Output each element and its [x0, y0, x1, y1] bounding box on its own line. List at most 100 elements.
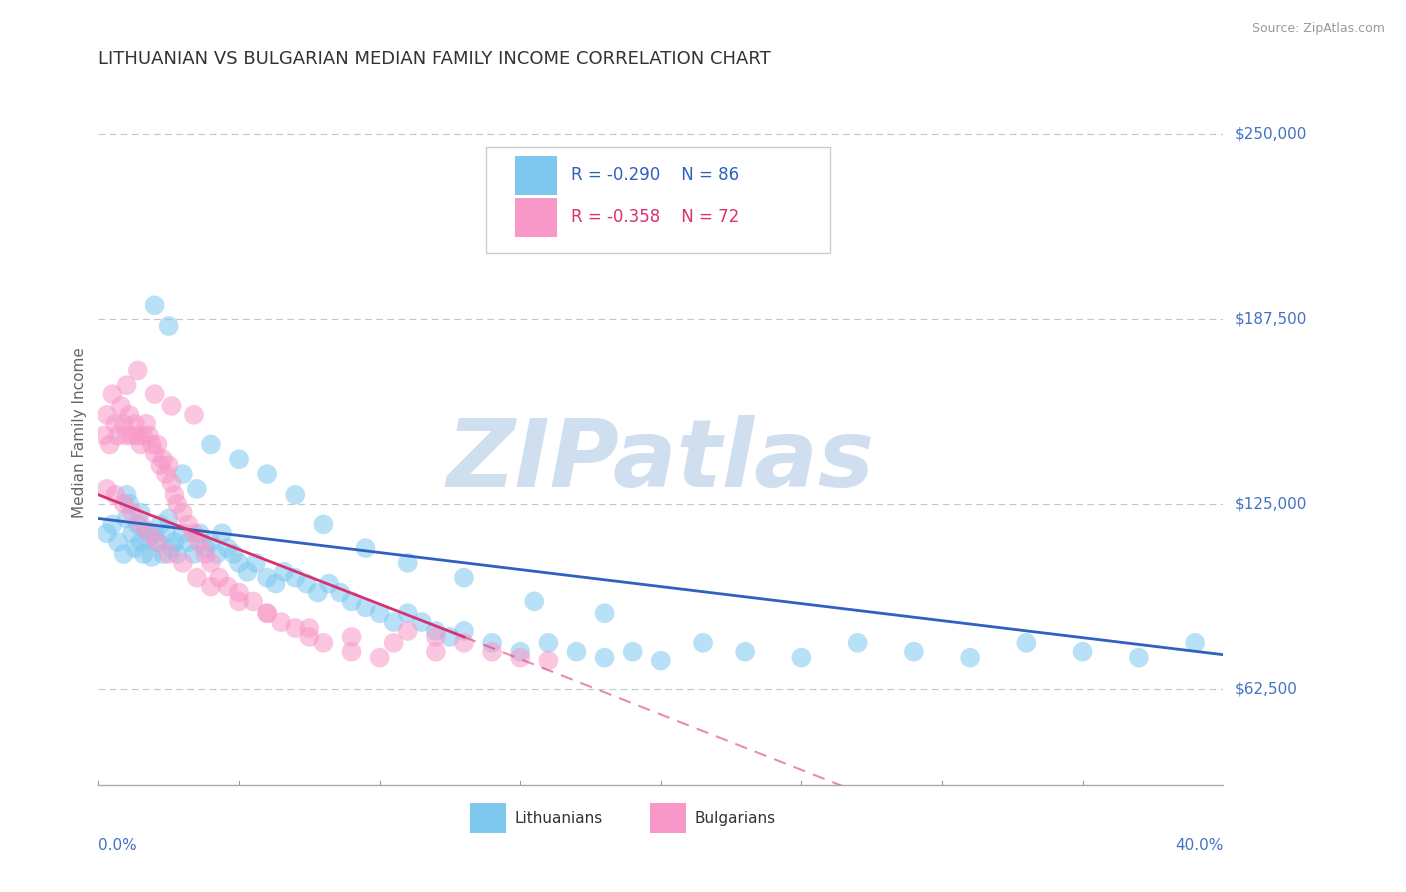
Point: [101, 517, 124, 532]
Point: [368, 606, 391, 620]
Point: [200, 556, 222, 570]
Point: [93, 428, 115, 442]
Point: [186, 571, 208, 585]
Point: [149, 458, 172, 473]
Point: [650, 654, 672, 668]
Point: [593, 650, 616, 665]
Point: [172, 467, 194, 481]
Text: Lithuanians: Lithuanians: [515, 811, 603, 826]
Point: [143, 298, 166, 312]
Point: [354, 541, 377, 555]
Point: [208, 571, 231, 585]
Point: [692, 636, 714, 650]
Point: [112, 547, 135, 561]
Point: [115, 378, 138, 392]
Point: [127, 517, 149, 532]
Point: [228, 585, 250, 599]
Text: Bulgarians: Bulgarians: [695, 811, 776, 826]
Point: [118, 497, 141, 511]
Point: [98, 437, 121, 451]
Point: [107, 535, 129, 549]
Point: [146, 535, 169, 549]
Point: [228, 556, 250, 570]
Point: [425, 624, 447, 638]
Point: [312, 517, 335, 532]
Point: [143, 446, 166, 460]
Point: [155, 526, 177, 541]
Point: [959, 650, 981, 665]
Point: [163, 535, 186, 549]
Point: [307, 585, 329, 599]
Point: [157, 458, 180, 473]
Point: [354, 600, 377, 615]
Point: [903, 645, 925, 659]
Point: [112, 497, 135, 511]
Point: [217, 580, 239, 594]
Point: [439, 630, 461, 644]
Point: [146, 535, 169, 549]
Point: [273, 565, 295, 579]
Point: [157, 547, 180, 561]
Point: [284, 571, 307, 585]
Point: [177, 517, 200, 532]
Point: [96, 482, 118, 496]
Point: [284, 621, 307, 635]
FancyBboxPatch shape: [486, 147, 830, 253]
Point: [425, 630, 447, 644]
Point: [270, 615, 292, 629]
Point: [846, 636, 869, 650]
Point: [121, 526, 143, 541]
Point: [135, 417, 157, 431]
Point: [183, 547, 205, 561]
Point: [177, 535, 200, 549]
Point: [537, 636, 560, 650]
Point: [256, 606, 278, 620]
Point: [121, 428, 143, 442]
Point: [166, 547, 188, 561]
Text: 0.0%: 0.0%: [98, 838, 138, 853]
Point: [138, 532, 160, 546]
Point: [256, 606, 278, 620]
Point: [734, 645, 756, 659]
Point: [621, 645, 644, 659]
Point: [295, 576, 318, 591]
Point: [157, 319, 180, 334]
Point: [146, 437, 169, 451]
Point: [115, 488, 138, 502]
Point: [411, 615, 433, 629]
Point: [228, 452, 250, 467]
Point: [396, 624, 419, 638]
Point: [312, 636, 335, 650]
Point: [194, 541, 217, 555]
Point: [593, 606, 616, 620]
Bar: [515, 198, 557, 236]
Point: [124, 541, 146, 555]
Point: [115, 511, 138, 525]
Point: [115, 428, 138, 442]
Text: 40.0%: 40.0%: [1175, 838, 1223, 853]
Point: [183, 526, 205, 541]
Point: [110, 399, 132, 413]
Point: [396, 606, 419, 620]
Point: [256, 467, 278, 481]
Bar: [650, 804, 686, 833]
Text: R = -0.290    N = 86: R = -0.290 N = 86: [571, 167, 740, 185]
Point: [188, 526, 211, 541]
Bar: [470, 804, 506, 833]
Bar: [515, 156, 557, 195]
Point: [329, 585, 352, 599]
Point: [509, 645, 531, 659]
Point: [129, 535, 152, 549]
Point: [172, 506, 194, 520]
Point: [340, 645, 363, 659]
Point: [104, 417, 127, 431]
Text: $187,500: $187,500: [1234, 311, 1306, 326]
Point: [1071, 645, 1094, 659]
Point: [183, 408, 205, 422]
Point: [172, 556, 194, 570]
Text: $125,000: $125,000: [1234, 496, 1306, 511]
Point: [101, 387, 124, 401]
Point: [368, 650, 391, 665]
Point: [194, 547, 217, 561]
Point: [211, 526, 233, 541]
